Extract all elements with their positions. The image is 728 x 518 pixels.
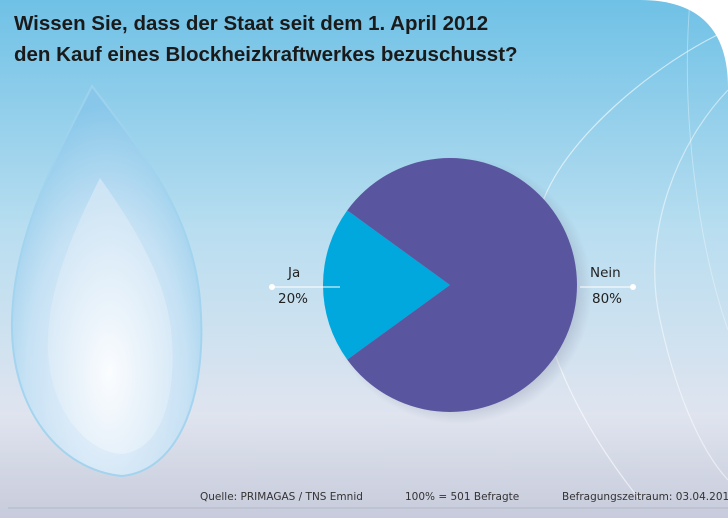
footer-source: Quelle: PRIMAGAS / TNS Emnid bbox=[200, 491, 363, 503]
chart-title-line-1: Wissen Sie, dass der Staat seit dem 1. A… bbox=[14, 12, 489, 35]
footer-survey-period: Befragungszeitraum: 03.04.2012 bbox=[562, 491, 728, 503]
ja-leader-dot bbox=[269, 284, 275, 290]
pie-chart bbox=[322, 157, 577, 412]
ja-value-label: 20% bbox=[278, 291, 309, 307]
chart-title-line-2: den Kauf eines Blockheizkraftwerkes bezu… bbox=[14, 43, 518, 66]
nein-leader-dot bbox=[630, 284, 636, 290]
nein-value-label: 80% bbox=[592, 291, 623, 307]
pie-slice-ja bbox=[322, 210, 450, 360]
pie-slice-nein bbox=[347, 157, 577, 412]
footer-sample-size: 100% = 501 Befragte bbox=[405, 491, 520, 503]
nein-label: Nein bbox=[590, 265, 621, 281]
ja-label: Ja bbox=[288, 265, 301, 281]
